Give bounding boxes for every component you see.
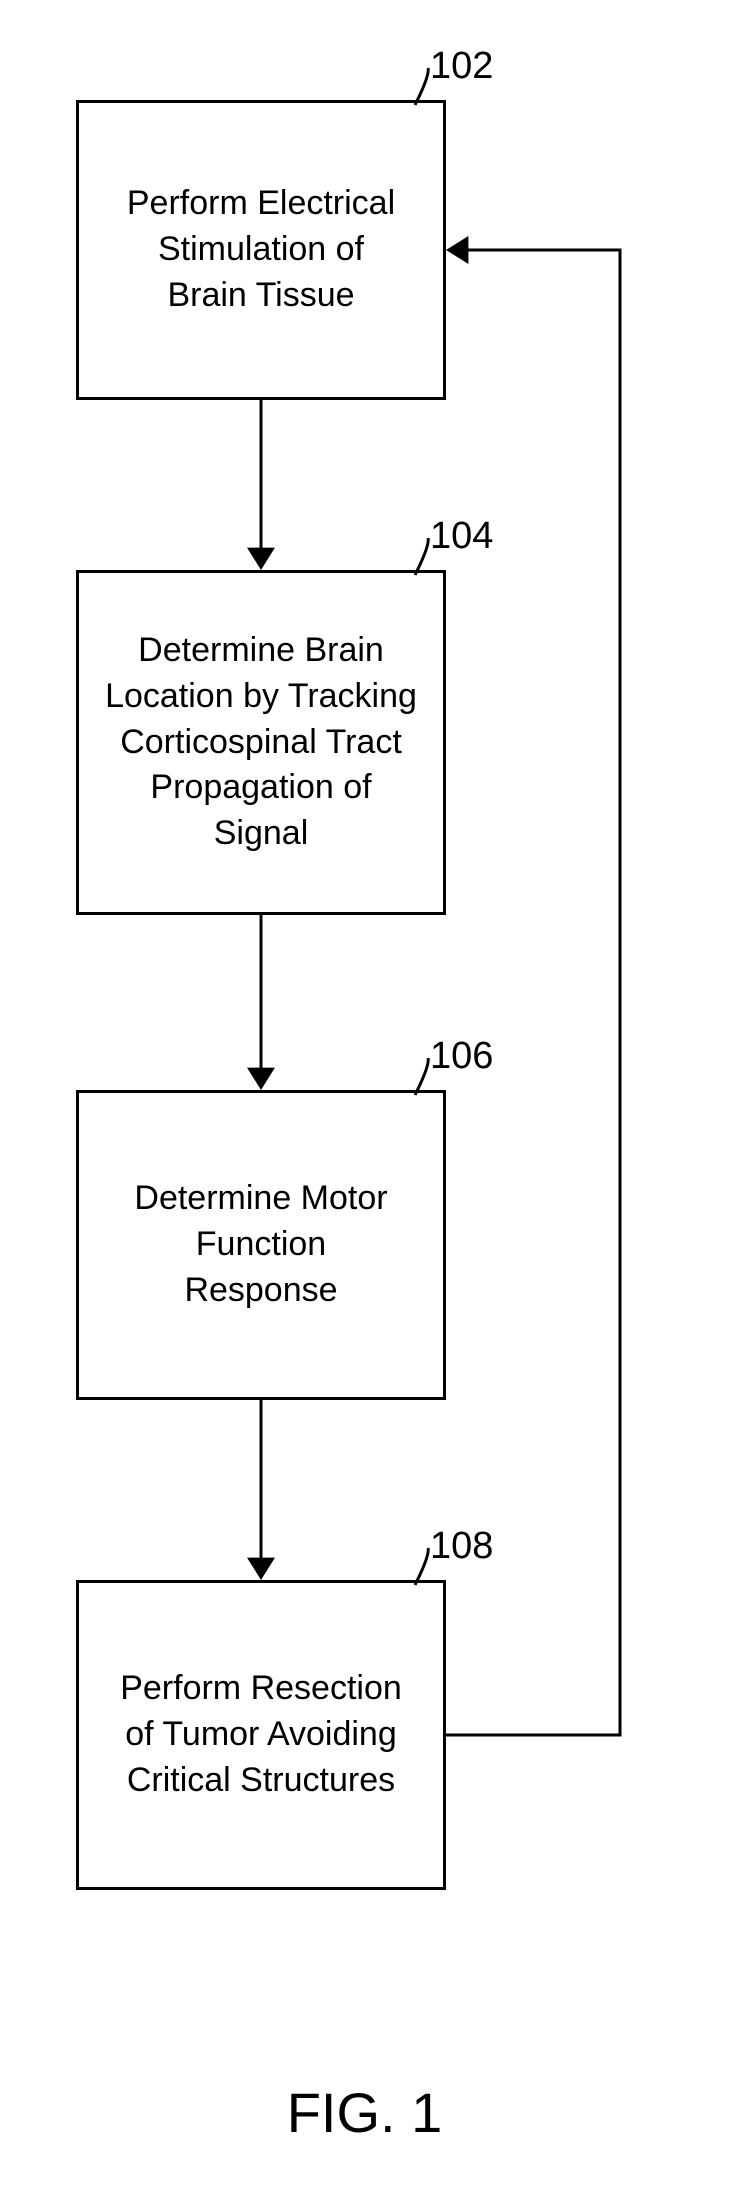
arrowhead-106-108 [247, 1558, 275, 1580]
feedback-arrow [446, 250, 620, 1735]
arrowhead-104-106 [247, 1068, 275, 1090]
label-hook-108 [415, 1548, 428, 1585]
arrowhead-102-104 [247, 548, 275, 570]
figure-caption: FIG. 1 [287, 2080, 443, 2145]
connector-layer [0, 0, 729, 2204]
feedback-arrowhead [446, 236, 468, 264]
label-hook-104 [415, 538, 428, 575]
label-hook-106 [415, 1058, 428, 1095]
label-hook-102 [415, 68, 428, 105]
